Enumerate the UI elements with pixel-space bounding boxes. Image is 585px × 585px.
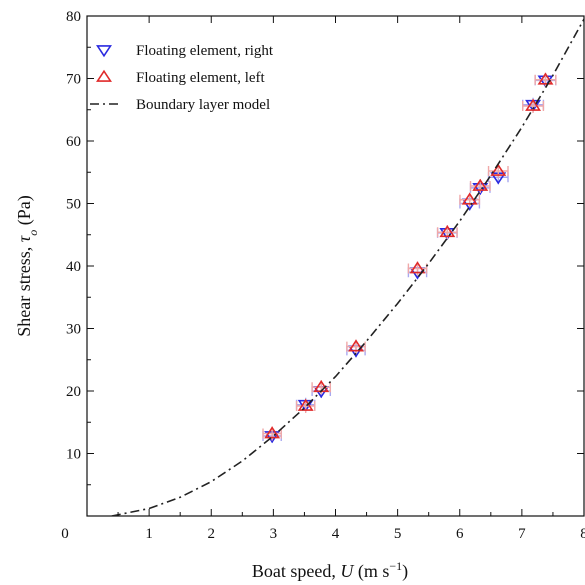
point-left	[525, 98, 542, 111]
legend-label: Floating element, left	[136, 70, 266, 86]
point-left	[297, 398, 314, 411]
x-tick-label: 7	[518, 526, 526, 542]
point-left	[348, 339, 364, 352]
x-axis-label: Boat speed, U (m s−1)	[252, 559, 408, 582]
legend: Floating element, right Floating element,…	[90, 43, 274, 113]
x-tick-label: 1	[145, 526, 153, 542]
point-left	[264, 426, 281, 439]
y-tick-label: 40	[66, 259, 81, 275]
y-tick-label: 20	[66, 384, 81, 400]
point-left	[490, 163, 507, 176]
y-tick-label: 30	[66, 322, 81, 338]
y-tick-label: 70	[66, 72, 81, 88]
x-tick-label: 5	[394, 526, 402, 542]
point-left	[472, 178, 489, 191]
model-line	[111, 18, 584, 516]
point-left	[439, 224, 456, 238]
point-left	[461, 192, 478, 205]
x-tick-label: 3	[270, 526, 278, 542]
x-tick-label: 4	[332, 526, 340, 542]
y-tick-label: 80	[66, 9, 81, 25]
x-tick-label: 8	[580, 526, 585, 542]
y-tick-label: 10	[66, 447, 81, 463]
ticks-layer: 1 2 3 4 5 6 7 8 10 20 30 40 50 60 70 80 0	[61, 9, 585, 542]
legend-marker-left	[96, 69, 112, 82]
origin-tick-label: 0	[61, 526, 69, 542]
x-tick-label: 2	[208, 526, 216, 542]
y-tick-label: 50	[66, 197, 81, 213]
x-tick-label: 6	[456, 526, 464, 542]
point-left	[409, 261, 426, 274]
legend-label: Boundary layer model	[136, 97, 270, 113]
y-axis-label: Shear stress, τo (Pa)	[14, 195, 40, 336]
legend-marker-right	[96, 45, 112, 58]
plot-layer	[86, 15, 585, 517]
data-series	[111, 18, 584, 516]
plot-frame	[86, 15, 585, 517]
y-tick-label: 60	[66, 134, 81, 150]
legend-label: Floating element, right	[136, 43, 274, 59]
point-left	[537, 72, 554, 85]
